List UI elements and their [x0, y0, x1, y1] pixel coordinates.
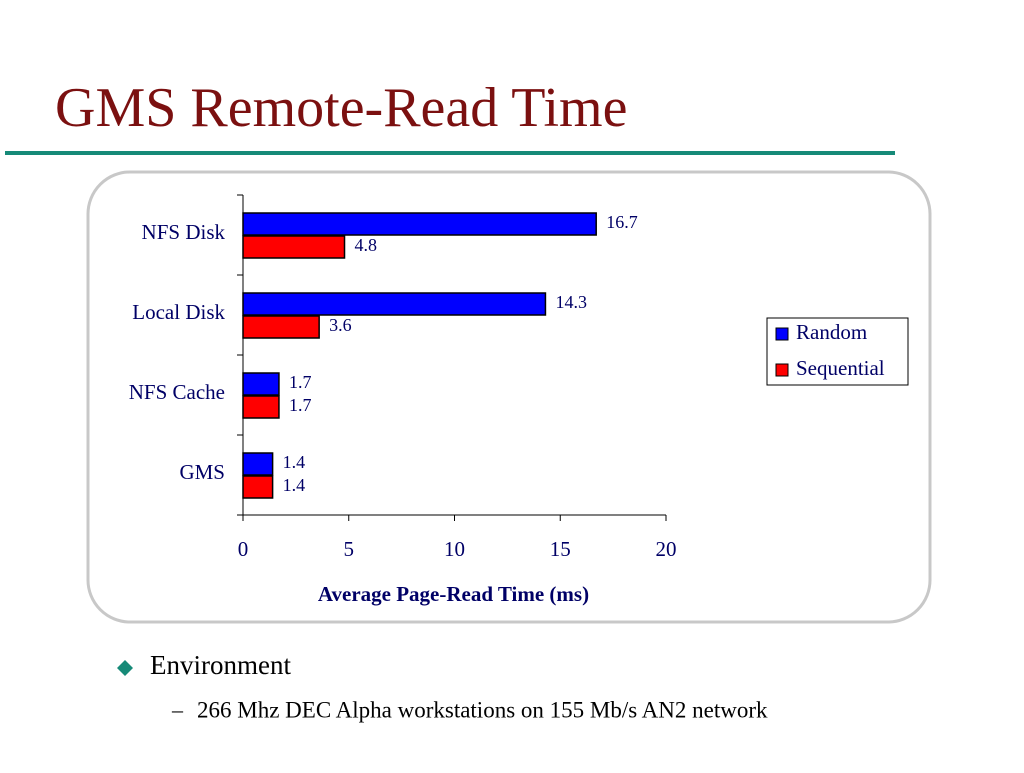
- y-tick-label: NFS Disk: [142, 220, 226, 244]
- title-rule: [5, 151, 895, 155]
- bar-value-label: 3.6: [329, 315, 352, 335]
- legend-label: Sequential: [796, 356, 885, 380]
- sub-dash: –: [171, 697, 184, 722]
- legend-swatch: [775, 327, 789, 341]
- legend-box: [766, 317, 909, 386]
- y-tick-label: Local Disk: [132, 300, 225, 324]
- bar: [242, 475, 274, 499]
- bar: [242, 315, 320, 339]
- bullet-diamond: [117, 660, 133, 676]
- legend-label: Random: [796, 320, 867, 344]
- x-tick-label: 20: [656, 537, 677, 561]
- x-axis-title: Average Page-Read Time (ms): [318, 582, 589, 606]
- bar-value-label: 16.7: [606, 212, 638, 232]
- legend-swatch: [775, 363, 789, 377]
- x-tick-label: 0: [238, 537, 249, 561]
- y-tick-label: GMS: [179, 460, 225, 484]
- slide-title: GMS Remote-Read Time: [55, 77, 627, 139]
- bar-value-label: 1.4: [283, 452, 306, 472]
- x-tick-label: 5: [344, 537, 355, 561]
- bar-value-label: 4.8: [355, 235, 378, 255]
- bar: [242, 235, 346, 259]
- bar-value-label: 1.7: [289, 372, 312, 392]
- bar: [242, 452, 274, 476]
- bar: [242, 212, 597, 236]
- bar: [242, 292, 547, 316]
- y-tick-label: NFS Cache: [129, 380, 225, 404]
- x-tick-label: 15: [550, 537, 571, 561]
- sub-bullet-text: 266 Mhz DEC Alpha workstations on 155 Mb…: [197, 697, 768, 722]
- chart-frame: [86, 170, 932, 624]
- bar-value-label: 14.3: [555, 292, 587, 312]
- bar-value-label: 1.7: [289, 395, 312, 415]
- x-tick-label: 10: [444, 537, 465, 561]
- bar-value-label: 1.4: [283, 475, 306, 495]
- bullet-text: Environment: [150, 650, 291, 680]
- bar: [242, 372, 280, 396]
- bar: [242, 395, 280, 419]
